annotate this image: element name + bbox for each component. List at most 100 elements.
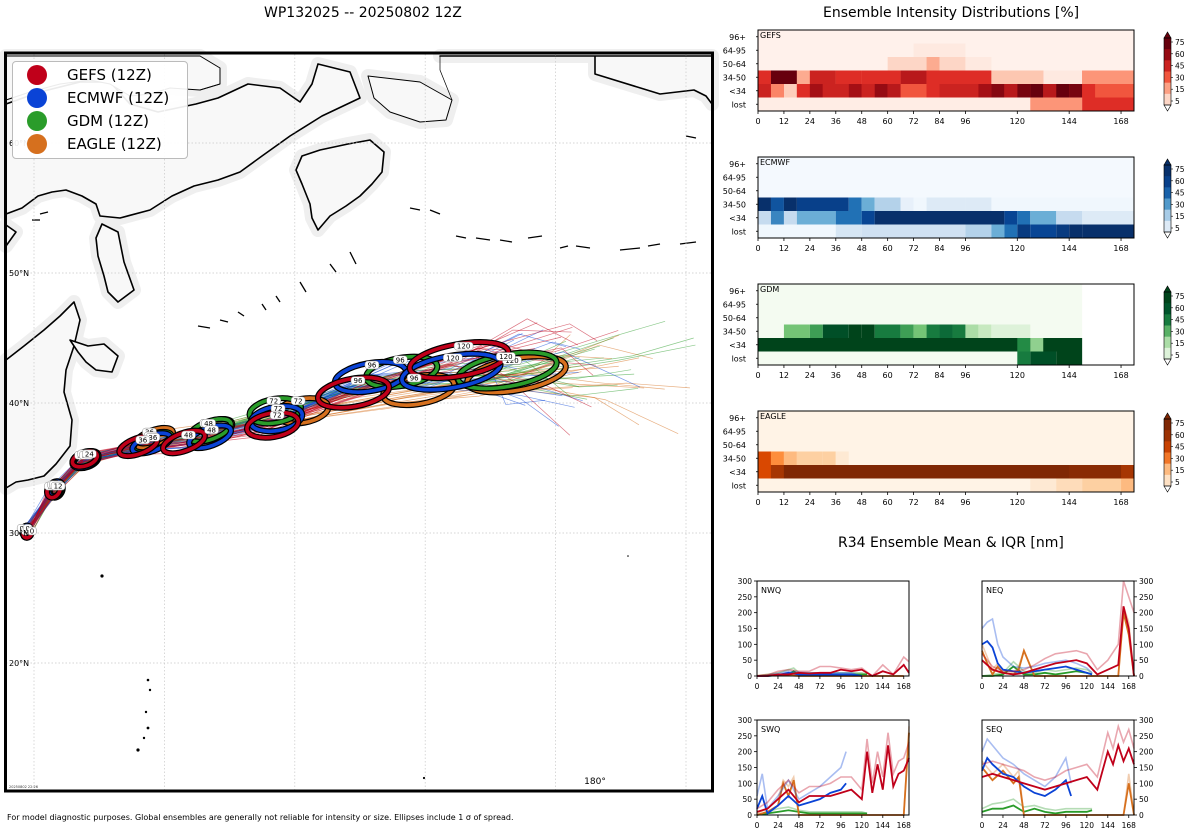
heat-cell [1004, 84, 1018, 98]
r34-x-tick-label: 24 [773, 821, 783, 830]
colorbar-tick-label: 30 [1175, 73, 1185, 82]
colorbar-tick-label: 45 [1175, 189, 1185, 198]
r34-y-tick-label: 300 [1139, 716, 1154, 725]
heat-cell [758, 211, 771, 225]
hour-label-text: 96 [396, 356, 405, 364]
heat-x-tick-label: 0 [755, 117, 760, 126]
r34-series-group [981, 580, 1135, 677]
heat-row-base [758, 184, 1134, 198]
legend-label-gdm: GDM (12Z) [67, 112, 149, 130]
heat-cell [900, 324, 914, 338]
heat-row-label: 34-50 [723, 327, 746, 336]
colorbar-tick-label: 15 [1175, 466, 1185, 475]
hour-label-text: 72 [274, 405, 283, 413]
heat-cell [783, 211, 797, 225]
r34-iqr-ecmwf [981, 737, 1072, 788]
colorbar-min-arrow [1163, 104, 1172, 112]
heat-model-label: GDM [760, 285, 779, 294]
heat-cell [848, 197, 862, 211]
hour-label-box [496, 352, 516, 361]
r34-y-tick-label: 300 [738, 577, 753, 586]
hour-label-gefs: 24 [82, 449, 97, 458]
heat-cell [770, 211, 784, 225]
colorbar-segment [1164, 441, 1171, 453]
heat-cell [758, 197, 771, 211]
r34-x-tick-label: 96 [836, 821, 846, 830]
land-layer [0, 49, 719, 780]
heat-x-tick-label: 48 [857, 117, 867, 126]
colorbar-min-arrow [1163, 485, 1172, 493]
colorbar-tick-label: 15 [1175, 85, 1185, 94]
heat-x-tick-label: 84 [934, 371, 944, 380]
r34-series-group [756, 726, 910, 816]
legend-item-gefs: GEFS (12Z) [13, 64, 152, 86]
legend-label-eagle: EAGLE (12Z) [67, 135, 162, 153]
r34-x-tick-label: 96 [1061, 821, 1071, 830]
r34-y-tick-label: 0 [1139, 672, 1144, 681]
colorbar-tick-label: 45 [1175, 443, 1185, 452]
heat-cell [861, 224, 966, 238]
heat-row-label: lost [732, 227, 746, 236]
colorbar-max-arrow [1163, 285, 1172, 293]
legend-label-ecmwf: ECMWF (12Z) [67, 89, 170, 107]
heat-x-tick-label: 84 [934, 498, 944, 507]
colorbar-tick-label: 45 [1175, 316, 1185, 325]
hour-label-box [406, 373, 422, 383]
r34-x-tick-label: 120 [855, 682, 870, 691]
colorbar-segment [1164, 209, 1171, 222]
hour-label-box [135, 435, 151, 445]
heat-x-tick-label: 84 [934, 117, 944, 126]
heat-x-tick-label: 12 [779, 244, 789, 253]
heat-cell [783, 197, 797, 211]
r34-y-tick-label: 100 [1139, 640, 1154, 649]
r34-y-tick-label: 100 [738, 779, 753, 788]
hour-label-box [364, 360, 380, 370]
hour-label-text: 36 [138, 436, 147, 444]
heat-frame [757, 410, 1135, 493]
r34-y-tick-label: 150 [738, 764, 753, 773]
r34-y-tick-label: 250 [1139, 732, 1154, 741]
hour-label-text: 96 [367, 362, 376, 370]
heat-x-tick-label: 36 [831, 117, 841, 126]
r34-x-tick-label: 168 [1122, 682, 1137, 691]
r34-y-tick-label: 100 [738, 640, 753, 649]
intensity-heatmaps: 96+ 64-95 50-64 34-50 <34 lost GEFS 0 12 24 36 48 60… [723, 29, 1185, 507]
colorbar-segment [1164, 38, 1171, 50]
heat-cell [952, 324, 966, 338]
heat-cell [758, 84, 771, 98]
r34-y-tick-label: 50 [1139, 656, 1149, 665]
heat-cell [1030, 338, 1044, 352]
colorbar-gdm: 75 60 45 30 15 5 [1163, 285, 1185, 366]
heat-row-base [758, 284, 1083, 298]
heat-row-label: 50-64 [723, 441, 746, 450]
colorbar-tick-label: 15 [1175, 212, 1185, 221]
colorbar-max-arrow [1163, 412, 1172, 420]
heat-cell [1082, 97, 1134, 111]
heat-row-label: lost [732, 100, 746, 109]
hour-label-box [27, 526, 37, 536]
ensemble-ellipses: 0122436487296120012243648729612001224364… [16, 339, 569, 541]
colorbar-segment [1164, 71, 1171, 84]
colorbar-segment [1164, 430, 1171, 442]
r34-x-tick-label: 0 [980, 682, 985, 691]
heat-x-tick-label: 168 [1113, 371, 1128, 380]
r34-x-tick-label: 48 [794, 682, 804, 691]
heat-x-tick-label: 12 [779, 498, 789, 507]
r34-y-tick-label: 200 [1139, 609, 1154, 618]
r34-y-tick-label: 200 [1139, 748, 1154, 757]
heat-x-tick-label: 60 [883, 244, 893, 253]
heat-row-label: 96+ [729, 33, 746, 42]
colorbar-segment [1164, 325, 1171, 338]
heat-row-label: 50-64 [723, 314, 746, 323]
colorbar-tick-label: 60 [1175, 304, 1185, 313]
heat-cell [1030, 478, 1057, 492]
hour-label-gdm: 72 [266, 396, 281, 405]
heat-row-label: 96+ [729, 287, 746, 296]
r34-mean-gefs [981, 606, 1135, 677]
hour-label-eagle: 72 [290, 396, 306, 405]
heat-cell [1017, 211, 1031, 225]
hour-label-gdm: 120 [496, 352, 516, 361]
r34-x-tick-label: 120 [1080, 821, 1095, 830]
r34-y-tick-label: 0 [747, 811, 752, 820]
heat-cell [1043, 84, 1057, 98]
